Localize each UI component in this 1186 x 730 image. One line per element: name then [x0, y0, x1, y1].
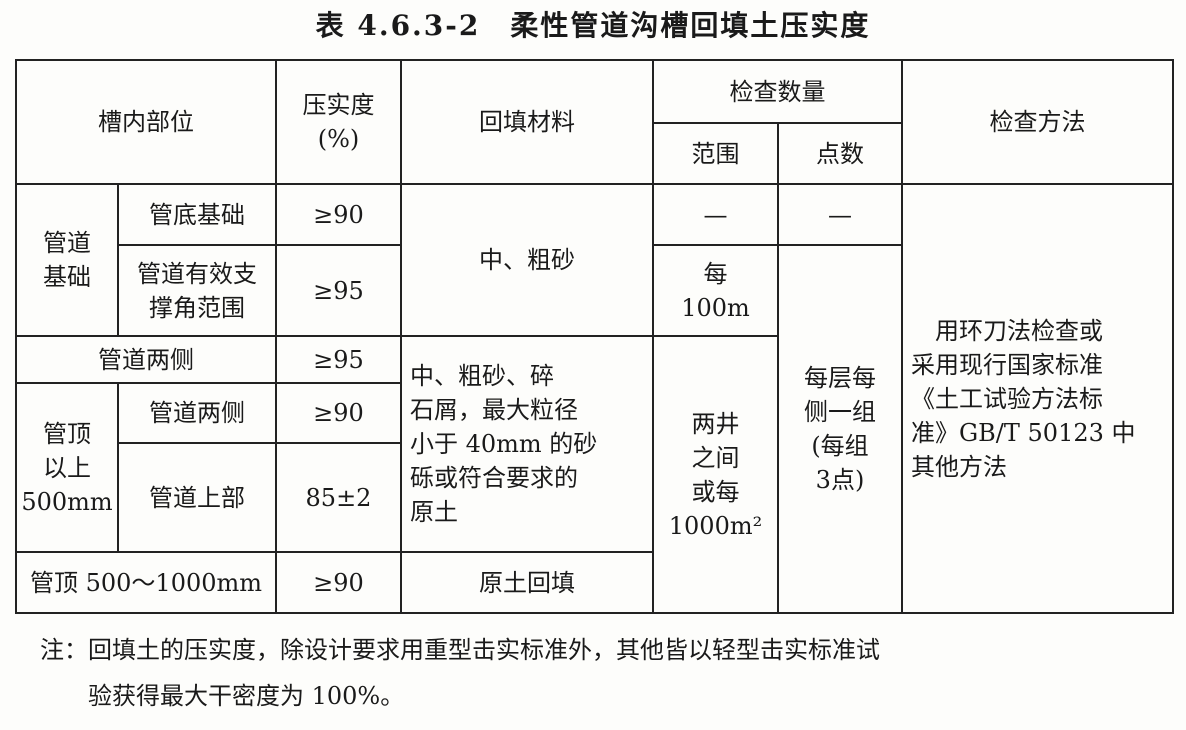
cell-range-3-text: 两井 之间 或每 1000m² [668, 409, 763, 540]
header-material: 回填材料 [400, 59, 654, 185]
cell-range-2-text: 每 100m [681, 259, 750, 322]
cell-top-above-text: 管顶 以上 500mm [21, 419, 113, 516]
cell-base-bottom: 管底基础 [117, 183, 277, 246]
header-method: 检查方法 [901, 59, 1174, 185]
header-method-text: 检查方法 [989, 108, 1086, 136]
cell-top-500-1000: 管顶 500～1000mm [15, 551, 277, 614]
cell-material-2-text: 中、粗砂、碎 石屑，最大粒径 小于 40mm 的砂 砾或符合要求的 原土 [410, 362, 598, 526]
cell-material-1-text: 中、粗砂 [479, 246, 575, 274]
cell-both-sides-text: 管道两侧 [98, 345, 194, 374]
header-range-text: 范围 [691, 139, 740, 168]
cell-range-1: — [652, 183, 779, 246]
header-material-text: 回填材料 [479, 108, 575, 136]
cell-base-bottom-value-text: ≥90 [313, 200, 364, 229]
cell-top-above: 管顶 以上 500mm [15, 382, 119, 553]
cell-top-upper-value-text: 85±2 [305, 483, 372, 512]
cell-method: 用环刀法检查或 采用现行国家标准 《土工试验方法标 准》GB/T 50123 中… [901, 183, 1174, 614]
cell-top-upper-value: 85±2 [275, 442, 402, 553]
cell-material-3-text: 原土回填 [479, 568, 575, 597]
cell-points-2-text: 每层每 侧一组 (每组 3点) [804, 364, 876, 494]
cell-top-sides-value: ≥90 [275, 382, 402, 444]
cell-material-3: 原土回填 [400, 551, 654, 614]
cell-both-sides: 管道两侧 [15, 335, 277, 384]
cell-range-2: 每 100m [652, 244, 779, 337]
header-inspect-qty: 检查数量 [652, 59, 903, 124]
cell-base-bottom-text: 管底基础 [149, 200, 245, 229]
cell-range-1-text: — [703, 200, 728, 229]
cell-range-3: 两井 之间 或每 1000m² [652, 335, 779, 614]
cell-top-sides-value-text: ≥90 [313, 399, 364, 427]
cell-support-angle-text: 管道有效支 撑角范围 [137, 259, 257, 322]
header-compaction: 压实度 (%) [275, 59, 402, 185]
cell-top-500-1000-text: 管顶 500～1000mm [29, 568, 263, 597]
table-title: 表 4.6.3-2 柔性管道沟槽回填土压实度 [315, 9, 871, 42]
cell-points-2: 每层每 侧一组 (每组 3点) [777, 244, 903, 614]
cell-top-500-1000-value: ≥90 [275, 551, 402, 614]
cell-top-500-1000-value-text: ≥90 [313, 568, 364, 597]
cell-top-sides-text: 管道两侧 [149, 399, 245, 427]
header-range: 范围 [652, 122, 779, 185]
cell-support-angle-value-text: ≥95 [313, 276, 364, 305]
header-points: 点数 [777, 122, 903, 185]
cell-material-1: 中、粗砂 [400, 183, 654, 337]
cell-top-upper: 管道上部 [117, 442, 277, 553]
header-compaction-text: 压实度 (%) [302, 91, 375, 153]
cell-support-angle-value: ≥95 [275, 244, 402, 337]
cell-support-angle: 管道有效支 撑角范围 [117, 244, 277, 337]
cell-top-sides: 管道两侧 [117, 382, 277, 444]
note-line-2: 验获得最大干密度为 100%。 [88, 682, 405, 710]
cell-both-sides-value-text: ≥95 [313, 345, 364, 374]
cell-base-bottom-value: ≥90 [275, 183, 402, 246]
cell-points-1-text: — [828, 200, 852, 229]
cell-points-1: — [777, 183, 903, 246]
cell-method-text: 用环刀法检查或 采用现行国家标准 《土工试验方法标 准》GB/T 50123 中… [911, 316, 1136, 481]
header-position-text: 槽内部位 [98, 108, 194, 136]
header-inspect-qty-text: 检查数量 [729, 77, 826, 106]
cell-top-upper-text: 管道上部 [149, 483, 245, 512]
note-line-1: 注：回填土的压实度，除设计要求用重型击实标准外，其他皆以轻型击实标准试 [40, 636, 880, 664]
cell-material-2: 中、粗砂、碎 石屑，最大粒径 小于 40mm 的砂 砾或符合要求的 原土 [400, 335, 654, 553]
header-points-text: 点数 [816, 139, 864, 168]
header-position: 槽内部位 [15, 59, 277, 185]
cell-pipe-base-text: 管道 基础 [43, 229, 91, 291]
cell-pipe-base: 管道 基础 [15, 183, 119, 337]
cell-both-sides-value: ≥95 [275, 335, 402, 384]
